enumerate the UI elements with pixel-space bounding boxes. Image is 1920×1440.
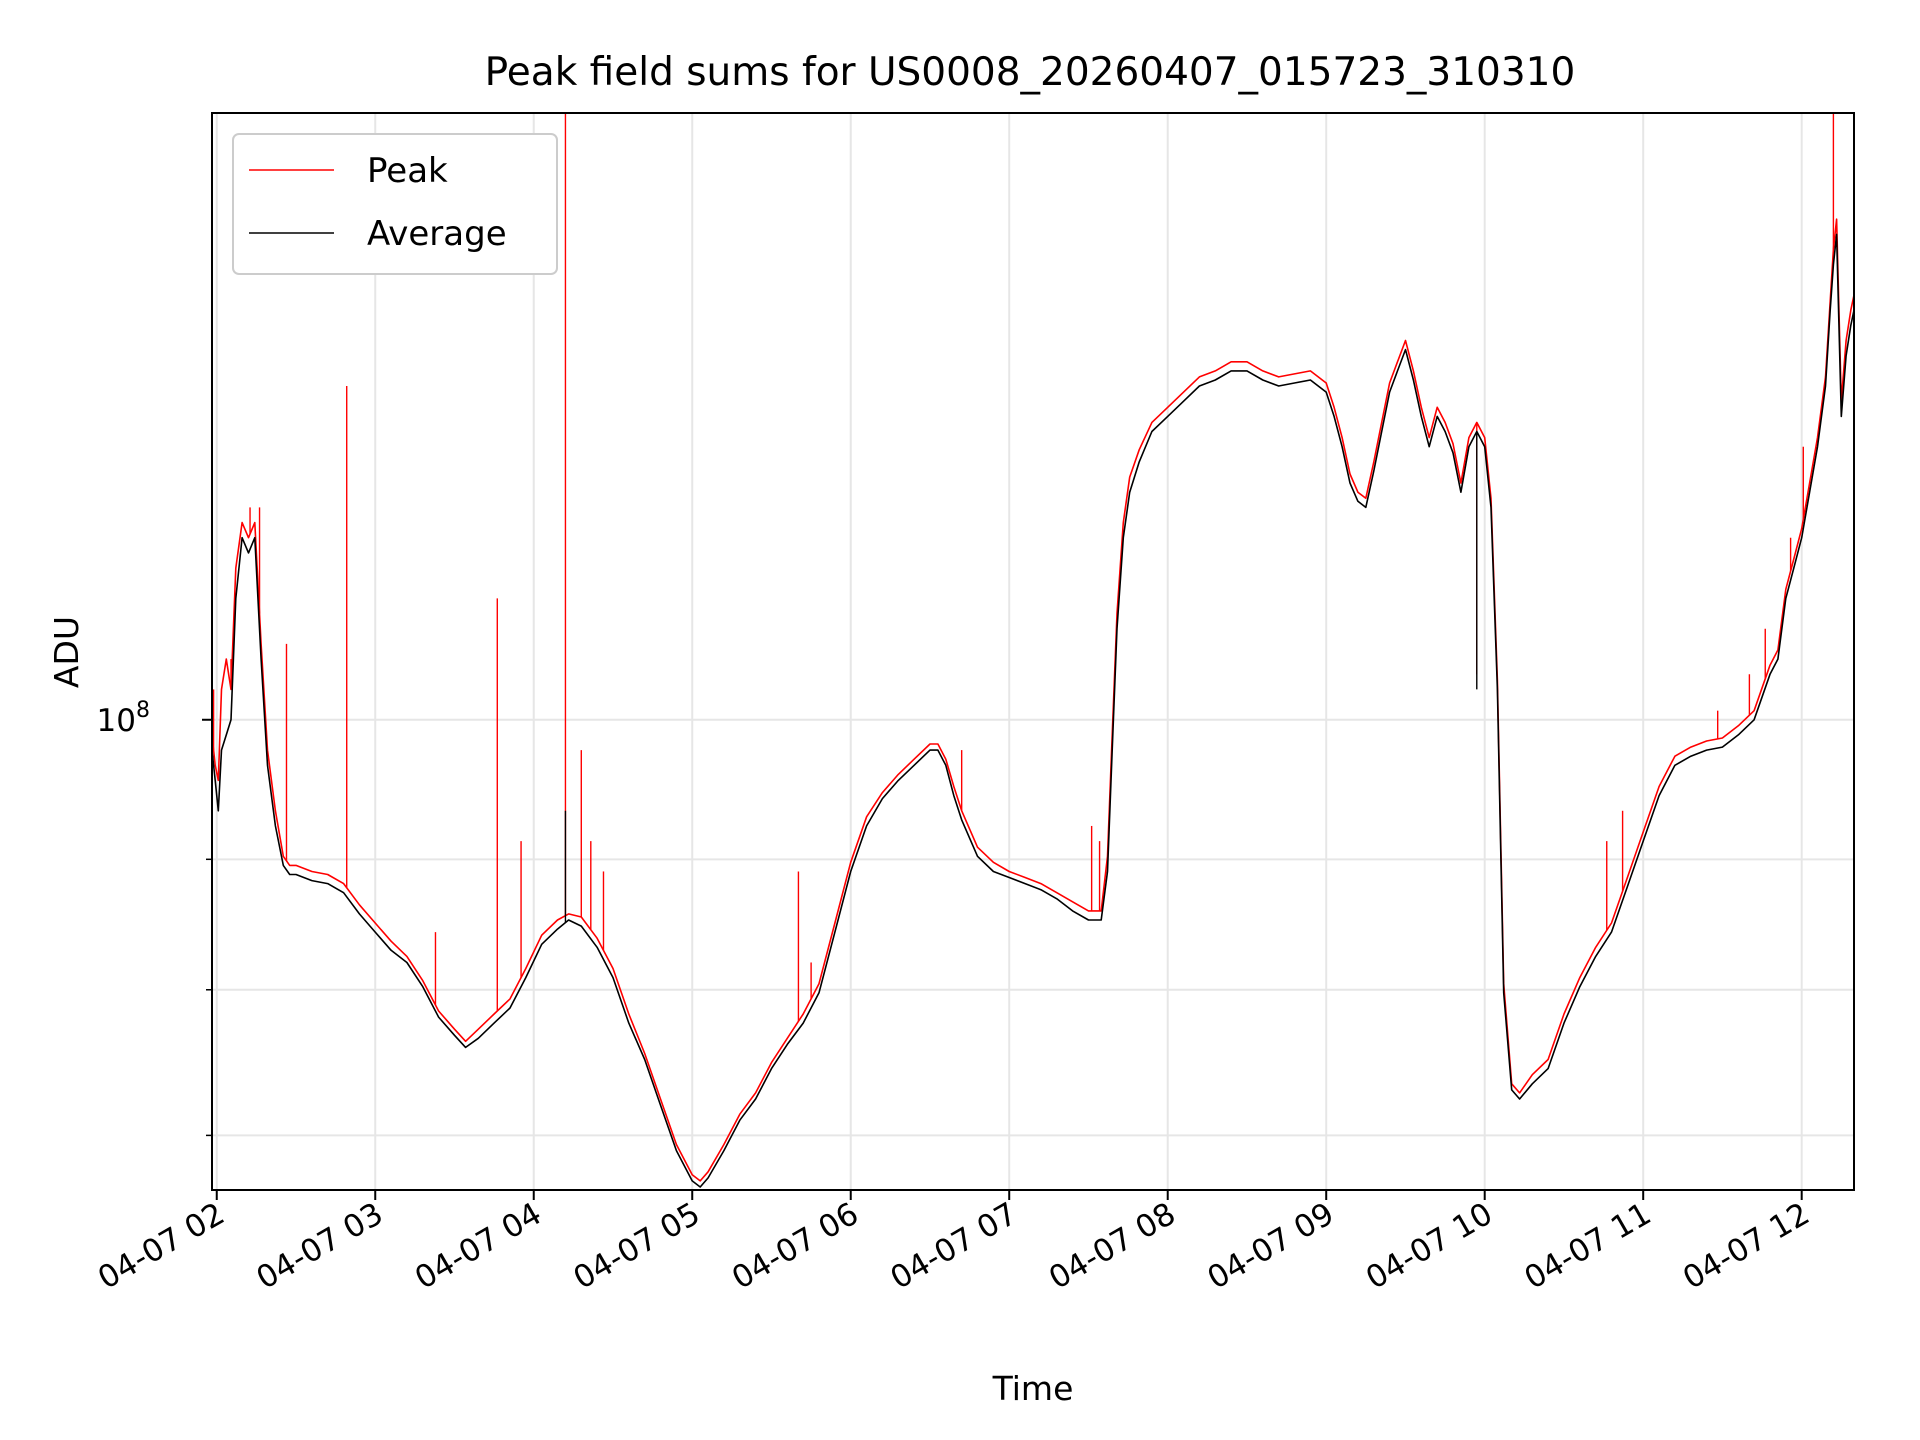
grid (212, 113, 1854, 1190)
legend-label-peak: Peak (367, 151, 448, 191)
y-tick-label-exponent: 8 (136, 698, 150, 723)
plot-series (212, 113, 1854, 1188)
series-line-average (212, 233, 1854, 1188)
legend: Peak Average (232, 133, 558, 275)
legend-label-average: Average (367, 214, 507, 254)
chart-title: Peak field sums for US0008_20260407_0157… (485, 50, 1576, 95)
y-axis-label: ADU (47, 616, 86, 688)
legend-box (232, 133, 558, 275)
plot-frame (211, 112, 1855, 1191)
y-tick-label-base: 10 (97, 703, 136, 739)
x-axis-label: Time (992, 1369, 1074, 1408)
y-tick-label: 108 (97, 698, 150, 739)
series-average (212, 233, 1854, 1188)
y-axis-ticks: 108 (97, 698, 212, 1137)
